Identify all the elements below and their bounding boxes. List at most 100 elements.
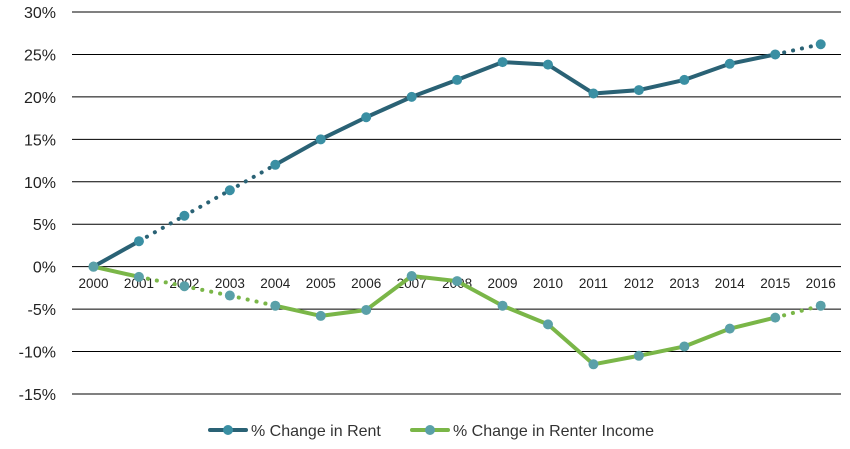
data-point	[452, 276, 463, 287]
legend-item: % Change in Renter Income	[410, 423, 654, 440]
data-point	[497, 300, 508, 311]
gridlines	[72, 11, 841, 395]
data-point	[588, 359, 599, 370]
data-point	[133, 271, 144, 282]
series-rent	[88, 39, 826, 272]
legend-label: % Change in Rent	[251, 423, 381, 440]
line-segment	[273, 137, 323, 167]
data-point	[224, 185, 235, 196]
line-segment	[91, 239, 141, 269]
y-tick-label: 20%	[24, 90, 56, 107]
data-point	[315, 134, 326, 145]
line-segment	[182, 284, 232, 298]
line-segment	[773, 303, 823, 320]
data-point	[724, 58, 735, 69]
x-tick-label: 2000	[78, 276, 108, 291]
x-tick-label: 2013	[669, 276, 699, 291]
line-segment	[500, 60, 550, 67]
data-point	[543, 59, 553, 70]
y-tick-label: 10%	[24, 175, 56, 192]
line-segment	[227, 293, 278, 308]
data-point	[88, 261, 99, 272]
data-point	[452, 74, 463, 85]
data-point	[406, 271, 417, 282]
x-tick-label: 2005	[306, 276, 336, 291]
y-tick-label: 25%	[24, 47, 56, 64]
line-segment	[182, 188, 232, 218]
x-tick-label: 2012	[624, 276, 654, 291]
line-segment	[364, 274, 414, 312]
line-segment	[773, 42, 823, 57]
line-segment	[636, 77, 687, 93]
x-tick-label: 2011	[579, 276, 608, 291]
data-point	[770, 49, 781, 60]
data-point	[406, 91, 417, 102]
y-tick-label: -5%	[28, 302, 56, 319]
y-tick-label: 15%	[24, 132, 56, 149]
line-segment	[546, 322, 596, 367]
data-point	[588, 88, 599, 99]
line-segment	[591, 88, 641, 96]
line-segment	[364, 94, 414, 120]
data-point	[270, 159, 281, 170]
line-segment	[455, 60, 505, 82]
line-segment	[91, 264, 141, 279]
data-point	[179, 281, 190, 292]
data-point	[770, 312, 781, 323]
line-segment	[136, 274, 187, 289]
line-segment	[227, 162, 278, 193]
x-tick-label: 2003	[215, 276, 245, 291]
legend-swatch-marker	[223, 425, 233, 435]
line-segment	[727, 315, 778, 331]
x-tick-label: 2004	[260, 276, 291, 291]
legend: % Change in Rent % Change in Renter Incom…	[208, 423, 654, 440]
data-point	[315, 310, 326, 321]
series-renter-income	[88, 261, 826, 370]
legend-label: % Change in Renter Income	[453, 423, 654, 440]
line-segment	[682, 326, 732, 349]
line-segment	[455, 279, 505, 308]
legend-item: % Change in Rent	[208, 423, 381, 440]
line-segment	[727, 52, 778, 66]
x-tick-label: 2014	[715, 276, 746, 291]
legend-swatch-marker	[425, 425, 435, 435]
y-tick-label: 30%	[24, 5, 56, 22]
data-point	[815, 39, 826, 50]
data-point	[633, 85, 644, 96]
line-segment	[318, 307, 369, 318]
data-point	[679, 74, 690, 85]
line-segment	[318, 115, 369, 142]
data-point	[679, 341, 690, 352]
line-segment	[409, 274, 460, 284]
data-point	[361, 112, 372, 123]
y-tick-label: -15%	[19, 387, 56, 404]
data-point	[361, 304, 372, 315]
y-axis-ticks: 30% 25% 20% 15% 10% 5% 0% -5% -10% -15%	[19, 5, 56, 404]
data-point	[179, 210, 190, 221]
line-segment	[636, 344, 687, 358]
x-tick-label: 2009	[488, 276, 518, 291]
line-segment	[500, 303, 550, 327]
x-tick-label: 2016	[806, 276, 836, 291]
data-point	[497, 57, 508, 68]
data-point	[724, 323, 735, 334]
y-tick-label: 5%	[33, 217, 56, 234]
data-point	[633, 350, 644, 361]
line-segment	[136, 213, 187, 244]
x-tick-label: 2015	[760, 276, 790, 291]
y-tick-label: 0%	[33, 260, 56, 277]
line-segment	[273, 303, 323, 318]
line-segment	[546, 62, 596, 96]
x-tick-label: 2010	[533, 276, 563, 291]
data-point	[815, 300, 826, 311]
data-point	[543, 319, 553, 330]
data-point	[224, 290, 235, 301]
line-segment	[591, 353, 641, 367]
series-lines	[88, 39, 826, 370]
y-tick-label: -10%	[19, 345, 56, 362]
line-segment	[409, 77, 460, 99]
line-segment	[682, 61, 732, 82]
data-point	[270, 300, 281, 311]
x-tick-label: 2006	[351, 276, 381, 291]
